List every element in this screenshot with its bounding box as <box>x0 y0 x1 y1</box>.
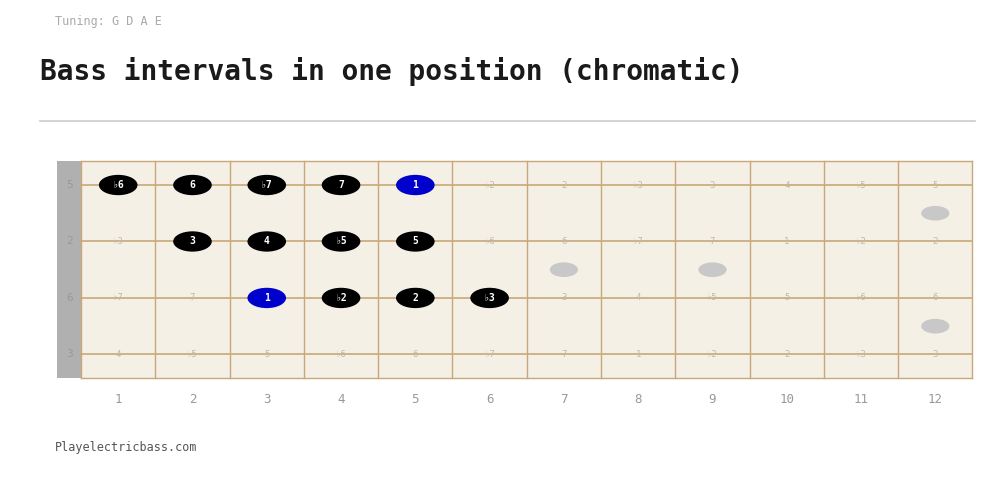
Text: 2: 2 <box>65 237 72 246</box>
Ellipse shape <box>247 231 286 251</box>
Text: 6: 6 <box>561 237 567 246</box>
Text: ♭6: ♭6 <box>113 180 124 190</box>
Text: ♭2: ♭2 <box>484 180 495 189</box>
Text: ♭3: ♭3 <box>633 180 643 189</box>
Text: 6: 6 <box>190 180 195 190</box>
Text: 1: 1 <box>264 293 269 303</box>
Text: 3: 3 <box>65 350 72 359</box>
Ellipse shape <box>98 175 138 195</box>
Text: 12: 12 <box>928 393 943 406</box>
Text: 3: 3 <box>710 180 716 189</box>
Text: 3: 3 <box>190 237 195 246</box>
Text: 2: 2 <box>189 393 196 406</box>
Ellipse shape <box>698 262 727 277</box>
Text: 7: 7 <box>338 180 344 190</box>
Text: 7: 7 <box>710 237 716 246</box>
Ellipse shape <box>247 288 286 308</box>
Text: 2: 2 <box>933 237 938 246</box>
Ellipse shape <box>173 175 212 195</box>
Text: 10: 10 <box>779 393 794 406</box>
Text: 5: 5 <box>933 180 938 189</box>
Text: 5: 5 <box>784 293 790 302</box>
Text: 4: 4 <box>264 237 269 246</box>
Text: ♭5: ♭5 <box>187 350 198 359</box>
Text: Tuning: G D A E: Tuning: G D A E <box>55 15 162 28</box>
Text: 1: 1 <box>412 180 418 190</box>
Text: 6: 6 <box>65 293 72 303</box>
Text: 4: 4 <box>635 293 641 302</box>
Text: ♭3: ♭3 <box>483 293 495 303</box>
Text: 7: 7 <box>560 393 568 406</box>
Text: 6: 6 <box>933 293 938 302</box>
Text: 9: 9 <box>709 393 717 406</box>
Text: 3: 3 <box>561 293 567 302</box>
Text: 2: 2 <box>784 350 790 359</box>
Text: 6: 6 <box>413 350 418 359</box>
Text: 3: 3 <box>933 350 938 359</box>
Text: ♭2: ♭2 <box>855 237 866 246</box>
Text: ♭6: ♭6 <box>855 293 866 302</box>
Ellipse shape <box>922 319 950 334</box>
Text: 1: 1 <box>784 237 790 246</box>
Ellipse shape <box>322 288 361 308</box>
Ellipse shape <box>173 231 212 251</box>
Text: 4: 4 <box>784 180 790 189</box>
Text: ♭3: ♭3 <box>855 350 866 359</box>
Text: ♭7: ♭7 <box>261 180 272 190</box>
Bar <box>81 161 973 378</box>
Ellipse shape <box>396 231 434 251</box>
Text: Playelectricbass.com: Playelectricbass.com <box>55 441 198 454</box>
Text: ♭6: ♭6 <box>484 237 495 246</box>
Text: 5: 5 <box>412 393 419 406</box>
Ellipse shape <box>470 288 509 308</box>
Text: 5: 5 <box>264 350 269 359</box>
Ellipse shape <box>922 206 950 220</box>
Text: 8: 8 <box>634 393 642 406</box>
Text: 11: 11 <box>853 393 868 406</box>
Ellipse shape <box>550 262 578 277</box>
Text: Bass intervals in one position (chromatic): Bass intervals in one position (chromati… <box>40 57 744 86</box>
Text: ♭5: ♭5 <box>336 237 347 246</box>
Text: 5: 5 <box>412 237 418 246</box>
Text: 2: 2 <box>412 293 418 303</box>
Ellipse shape <box>396 175 434 195</box>
Text: 2: 2 <box>561 180 567 189</box>
Text: 5: 5 <box>65 180 72 190</box>
Ellipse shape <box>247 175 286 195</box>
Text: 7: 7 <box>561 350 567 359</box>
Text: ♭7: ♭7 <box>113 293 124 302</box>
Text: ♭6: ♭6 <box>336 350 347 359</box>
Ellipse shape <box>396 288 434 308</box>
Text: ♭7: ♭7 <box>484 350 495 359</box>
Text: 1: 1 <box>635 350 641 359</box>
Text: 1: 1 <box>115 393 122 406</box>
Text: ♭5: ♭5 <box>708 293 718 302</box>
Text: ♭3: ♭3 <box>113 237 124 246</box>
Text: ♭5: ♭5 <box>855 180 866 189</box>
Text: 3: 3 <box>263 393 270 406</box>
Text: 4: 4 <box>116 350 121 359</box>
Bar <box>57 161 81 378</box>
Text: ♭2: ♭2 <box>336 293 347 303</box>
Text: ♭7: ♭7 <box>633 237 643 246</box>
Text: 4: 4 <box>338 393 345 406</box>
Text: ♭2: ♭2 <box>708 350 718 359</box>
Ellipse shape <box>322 231 361 251</box>
Text: 7: 7 <box>190 293 195 302</box>
Ellipse shape <box>322 175 361 195</box>
Text: 6: 6 <box>485 393 493 406</box>
